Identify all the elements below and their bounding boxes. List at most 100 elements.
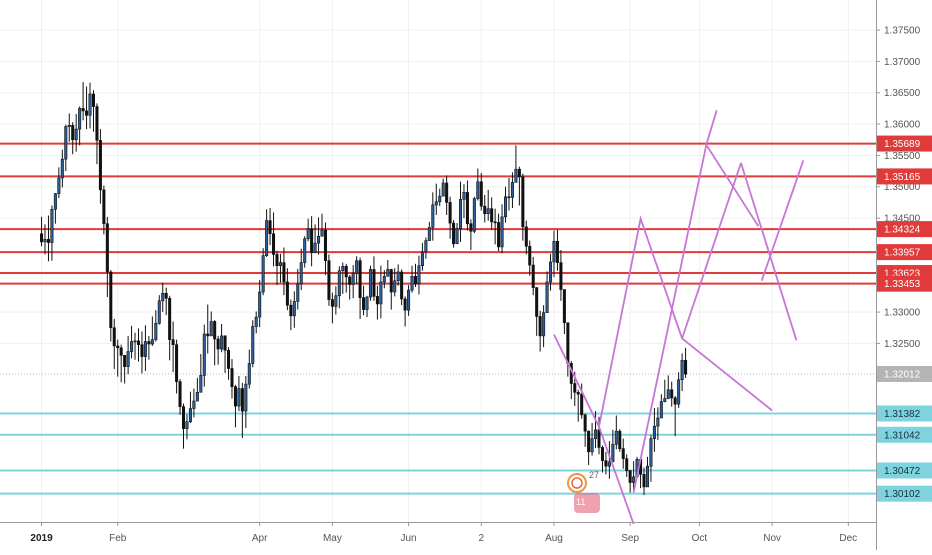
candle: [386, 260, 390, 277]
candle-body: [538, 316, 542, 337]
candle-body: [334, 295, 338, 307]
candle-body: [583, 414, 587, 432]
candle-body: [91, 93, 95, 107]
candle: [493, 208, 497, 245]
candle: [465, 180, 469, 231]
candle: [50, 205, 54, 261]
candle: [524, 220, 528, 255]
candle-body: [168, 297, 172, 340]
watermark-ring-inner: [571, 477, 583, 489]
price-tick-label: 1.36500: [884, 88, 921, 99]
candle-body: [677, 379, 681, 405]
last-price-label: 1.32012: [884, 369, 921, 380]
support-price-label: 1.30102: [884, 489, 921, 500]
candle-body: [396, 271, 400, 282]
candle-body: [514, 168, 518, 183]
candle: [126, 335, 130, 375]
candle-body: [469, 223, 473, 232]
candle-body: [566, 322, 570, 364]
candle-body: [81, 108, 85, 112]
candle: [171, 321, 175, 373]
projection-path[interactable]: [598, 426, 635, 525]
candle: [413, 263, 418, 288]
candle-body: [344, 266, 348, 278]
projection-lines[interactable]: [553, 110, 805, 525]
candle-body: [140, 344, 144, 357]
candle: [341, 262, 345, 294]
candle-body: [310, 228, 314, 253]
candle: [441, 178, 445, 197]
candle: [445, 175, 449, 215]
candle-body: [389, 269, 393, 293]
candle-body: [126, 351, 130, 367]
candle: [375, 285, 379, 320]
horizontal-levels[interactable]: [0, 142, 876, 495]
candle: [67, 113, 71, 142]
candle: [427, 221, 431, 241]
projection-path[interactable]: [740, 162, 798, 341]
candle: [684, 347, 688, 378]
candle-body: [230, 368, 234, 387]
candle-body: [285, 281, 289, 306]
watermark-number-b: 11: [576, 497, 585, 507]
candle-body: [119, 347, 123, 356]
candle: [365, 295, 369, 318]
candle: [247, 349, 251, 389]
candle-body: [150, 339, 154, 345]
candle: [594, 411, 598, 449]
candle-body: [549, 261, 553, 283]
candle: [673, 396, 677, 437]
projection-path[interactable]: [705, 110, 718, 146]
candle-body: [368, 269, 372, 298]
candle-body: [552, 240, 556, 263]
candle: [244, 375, 248, 429]
resistance-price-badge: [877, 168, 932, 185]
watermark-ring-outer: [567, 473, 587, 493]
candle-body: [417, 265, 421, 285]
candle-body: [112, 327, 116, 347]
candle: [292, 291, 296, 328]
candle-body: [195, 391, 199, 402]
candle-body: [618, 430, 622, 449]
candle-body: [202, 333, 206, 376]
candle: [490, 197, 494, 230]
candle-body: [659, 401, 663, 419]
candle: [81, 82, 85, 121]
candle-body: [448, 202, 452, 224]
candle: [289, 299, 293, 331]
candle-body: [136, 340, 141, 345]
candle: [102, 185, 106, 235]
candle: [600, 445, 604, 473]
candle-body: [209, 321, 213, 337]
candle: [614, 415, 618, 450]
candle-body: [382, 276, 386, 283]
candle-body: [289, 304, 293, 317]
candle-body: [372, 269, 376, 297]
projection-path[interactable]: [681, 162, 742, 339]
candle-body: [161, 292, 165, 302]
time-tick-label: 2: [478, 533, 484, 544]
candle: [531, 256, 535, 296]
candle-body: [424, 240, 428, 253]
candle-body: [607, 461, 611, 467]
candle-body: [78, 108, 82, 130]
price-tick-label: 1.35500: [884, 151, 921, 162]
candle-body: [74, 128, 78, 141]
candle: [431, 192, 435, 241]
candle: [452, 219, 456, 248]
projection-path[interactable]: [553, 215, 773, 430]
watermark-number-a: 27: [589, 470, 599, 480]
candle: [233, 384, 237, 428]
candle: [91, 90, 95, 132]
candle-body: [240, 388, 244, 412]
projection-path[interactable]: [760, 160, 805, 281]
candle: [545, 271, 549, 313]
candle: [178, 379, 182, 415]
candle: [666, 375, 670, 400]
candle-body: [296, 283, 300, 302]
candle-body: [216, 338, 220, 350]
candle: [181, 403, 186, 449]
